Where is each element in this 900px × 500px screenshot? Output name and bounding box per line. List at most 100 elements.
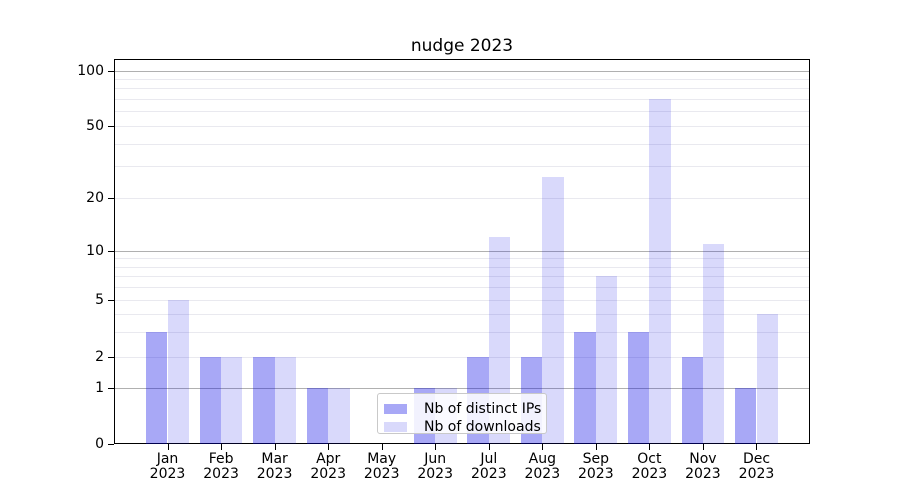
x-tick-label: Sep 2023 [566, 452, 626, 482]
x-tick-label: Feb 2023 [191, 452, 251, 482]
y-tick-label: 1 [95, 380, 104, 396]
y-tick-label: 10 [86, 243, 104, 259]
major-gridline [115, 70, 809, 72]
bar-downloads-mar [274, 357, 296, 444]
x-tick-month: Feb [208, 451, 234, 467]
minor-gridline [115, 88, 809, 90]
x-tick-month: Oct [637, 451, 662, 467]
bar-downloads-feb [221, 357, 243, 444]
x-tick-label: May 2023 [352, 452, 412, 482]
minor-gridline [115, 313, 809, 315]
minor-gridline [115, 266, 809, 268]
x-tick-mark [435, 444, 436, 450]
bar-distinct-ips-dec [735, 388, 757, 444]
x-tick-year: 2023 [685, 466, 721, 482]
y-tick-mark [108, 444, 114, 445]
minor-gridline [115, 126, 809, 127]
bar-distinct-ips-oct [628, 331, 650, 444]
x-tick-mark [542, 444, 543, 450]
bar-distinct-ips-sep [574, 331, 596, 444]
minor-gridline [115, 111, 809, 113]
x-tick-mark [489, 444, 490, 450]
x-tick-year: 2023 [524, 466, 561, 482]
minor-gridline [115, 357, 809, 358]
x-tick-label: Nov 2023 [673, 452, 733, 482]
legend-label-downloads: Nb of downloads [424, 419, 541, 435]
x-tick-month: Mar [261, 451, 288, 467]
x-tick-mark [382, 444, 383, 450]
bar-downloads-jul [488, 237, 511, 444]
x-tick-month: Jun [424, 451, 447, 467]
minor-gridline [115, 287, 809, 289]
bar-downloads-nov [702, 243, 725, 444]
minor-gridline [115, 300, 809, 301]
y-tick-label: 2 [95, 349, 104, 365]
x-tick-year: 2023 [149, 466, 186, 482]
bar-distinct-ips-feb [199, 357, 222, 444]
bar-distinct-ips-apr [306, 388, 329, 444]
minor-gridline [115, 166, 809, 168]
x-tick-label: Jan 2023 [138, 452, 198, 482]
legend-item-distinct-ips: Nb of distinct IPs [384, 400, 546, 418]
x-tick-year: 2023 [738, 466, 775, 482]
major-gridline [115, 388, 809, 389]
x-tick-month: Jul [480, 451, 498, 467]
major-gridline [115, 251, 809, 252]
x-tick-label: Oct 2023 [619, 452, 679, 482]
y-tick-label: 50 [86, 118, 104, 134]
legend-swatch-downloads [384, 421, 407, 433]
x-tick-year: 2023 [203, 466, 239, 482]
x-tick-label: Dec 2023 [727, 452, 787, 482]
x-tick-year: 2023 [310, 466, 346, 482]
minor-gridline [115, 78, 809, 80]
y-tick-mark [108, 300, 114, 301]
y-tick-mark [108, 251, 114, 252]
y-tick-mark [108, 357, 114, 358]
x-tick-year: 2023 [470, 466, 507, 482]
x-tick-year: 2023 [417, 466, 453, 482]
x-tick-mark [328, 444, 329, 450]
x-tick-year: 2023 [363, 466, 400, 482]
x-tick-year: 2023 [577, 466, 614, 482]
x-tick-mark [703, 444, 704, 450]
x-tick-mark [221, 444, 222, 450]
bar-downloads-aug [542, 177, 564, 444]
x-tick-label: Aug 2023 [512, 452, 572, 482]
bar-downloads-dec [756, 313, 778, 444]
bar-downloads-oct [649, 99, 671, 444]
bar-distinct-ips-nov [681, 357, 703, 444]
x-tick-label: Apr 2023 [298, 452, 358, 482]
x-tick-label: Jul 2023 [459, 452, 519, 482]
bar-downloads-apr [328, 388, 350, 444]
bar-distinct-ips-mar [253, 357, 275, 444]
y-tick-label: 5 [95, 292, 104, 308]
x-tick-year: 2023 [256, 466, 293, 482]
x-tick-month: Dec [742, 451, 771, 467]
x-tick-mark [756, 444, 757, 450]
y-tick-label: 20 [86, 190, 104, 206]
y-tick-mark [108, 70, 114, 72]
x-tick-month: Jan [156, 451, 179, 467]
minor-gridline [115, 276, 809, 278]
x-tick-mark [168, 444, 169, 450]
legend-label-distinct-ips: Nb of distinct IPs [424, 401, 542, 417]
minor-gridline [115, 99, 809, 101]
legend-swatch-distinct-ips [384, 403, 407, 415]
x-tick-month: Sep [582, 451, 609, 467]
minor-gridline [115, 258, 809, 260]
bar-downloads-jan [167, 300, 189, 444]
x-tick-month: Nov [689, 451, 717, 467]
bar-distinct-ips-jan [146, 331, 168, 444]
bar-downloads-sep [595, 276, 618, 444]
x-tick-month: Aug [528, 451, 556, 467]
minor-gridline [115, 331, 809, 333]
chart-title: nudge 2023 [410, 36, 514, 56]
x-tick-mark [649, 444, 650, 450]
x-tick-year: 2023 [631, 466, 668, 482]
y-tick-mark [108, 388, 114, 389]
x-tick-mark [275, 444, 276, 450]
legend: Nb of distinct IPs Nb of downloads [377, 393, 547, 434]
x-tick-label: Mar 2023 [245, 452, 305, 482]
minor-gridline [115, 198, 809, 199]
